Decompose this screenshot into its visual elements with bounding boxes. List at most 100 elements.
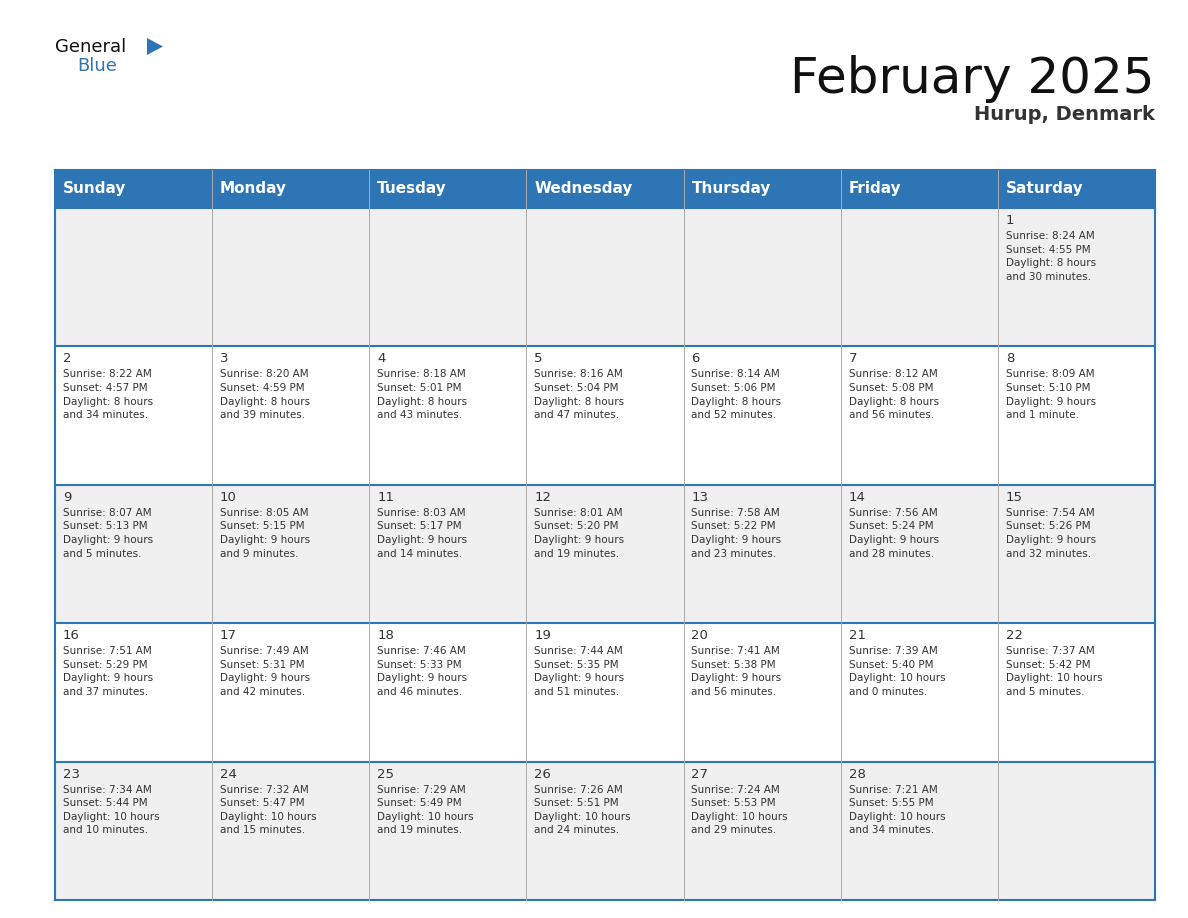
Text: Sunrise: 7:54 AM
Sunset: 5:26 PM
Daylight: 9 hours
and 32 minutes.: Sunrise: 7:54 AM Sunset: 5:26 PM Dayligh… — [1006, 508, 1095, 558]
Bar — [213, 623, 369, 762]
Bar — [369, 485, 526, 623]
Text: Sunrise: 7:49 AM
Sunset: 5:31 PM
Daylight: 9 hours
and 42 minutes.: Sunrise: 7:49 AM Sunset: 5:31 PM Dayligh… — [220, 646, 310, 697]
Text: 22: 22 — [1006, 629, 1023, 643]
Text: Sunrise: 7:37 AM
Sunset: 5:42 PM
Daylight: 10 hours
and 5 minutes.: Sunrise: 7:37 AM Sunset: 5:42 PM Dayligh… — [1006, 646, 1102, 697]
Text: Sunrise: 8:14 AM
Sunset: 5:06 PM
Daylight: 8 hours
and 52 minutes.: Sunrise: 8:14 AM Sunset: 5:06 PM Dayligh… — [691, 369, 782, 420]
Text: 4: 4 — [377, 353, 386, 365]
Text: Sunrise: 7:51 AM
Sunset: 5:29 PM
Daylight: 9 hours
and 37 minutes.: Sunrise: 7:51 AM Sunset: 5:29 PM Dayligh… — [63, 646, 153, 697]
Text: Sunrise: 7:46 AM
Sunset: 5:33 PM
Daylight: 9 hours
and 46 minutes.: Sunrise: 7:46 AM Sunset: 5:33 PM Dayligh… — [377, 646, 467, 697]
Bar — [369, 623, 526, 762]
Bar — [841, 170, 998, 208]
Text: Sunrise: 7:32 AM
Sunset: 5:47 PM
Daylight: 10 hours
and 15 minutes.: Sunrise: 7:32 AM Sunset: 5:47 PM Dayligh… — [220, 785, 317, 835]
Text: Thursday: Thursday — [691, 182, 771, 196]
Text: Sunrise: 8:22 AM
Sunset: 4:57 PM
Daylight: 8 hours
and 34 minutes.: Sunrise: 8:22 AM Sunset: 4:57 PM Dayligh… — [63, 369, 153, 420]
Text: Sunrise: 7:34 AM
Sunset: 5:44 PM
Daylight: 10 hours
and 10 minutes.: Sunrise: 7:34 AM Sunset: 5:44 PM Dayligh… — [63, 785, 159, 835]
Bar — [841, 762, 998, 900]
Text: 25: 25 — [377, 767, 394, 780]
Bar — [55, 170, 213, 208]
Bar — [998, 485, 1155, 623]
Bar — [213, 346, 369, 485]
Text: 12: 12 — [535, 491, 551, 504]
Text: Sunrise: 8:16 AM
Sunset: 5:04 PM
Daylight: 8 hours
and 47 minutes.: Sunrise: 8:16 AM Sunset: 5:04 PM Dayligh… — [535, 369, 625, 420]
Bar — [55, 623, 213, 762]
Text: Blue: Blue — [77, 57, 116, 75]
Bar — [841, 623, 998, 762]
Bar — [683, 623, 841, 762]
Text: 24: 24 — [220, 767, 236, 780]
Text: 23: 23 — [63, 767, 80, 780]
Text: Sunrise: 8:12 AM
Sunset: 5:08 PM
Daylight: 8 hours
and 56 minutes.: Sunrise: 8:12 AM Sunset: 5:08 PM Dayligh… — [848, 369, 939, 420]
Bar — [369, 208, 526, 346]
Text: 3: 3 — [220, 353, 228, 365]
Bar — [55, 485, 213, 623]
Text: Sunrise: 7:24 AM
Sunset: 5:53 PM
Daylight: 10 hours
and 29 minutes.: Sunrise: 7:24 AM Sunset: 5:53 PM Dayligh… — [691, 785, 788, 835]
Text: 19: 19 — [535, 629, 551, 643]
Bar — [369, 170, 526, 208]
Bar — [526, 208, 683, 346]
Text: Saturday: Saturday — [1006, 182, 1083, 196]
Bar — [998, 346, 1155, 485]
Bar — [526, 623, 683, 762]
Text: 6: 6 — [691, 353, 700, 365]
Bar — [213, 762, 369, 900]
Text: Sunrise: 7:58 AM
Sunset: 5:22 PM
Daylight: 9 hours
and 23 minutes.: Sunrise: 7:58 AM Sunset: 5:22 PM Dayligh… — [691, 508, 782, 558]
Bar — [998, 208, 1155, 346]
Text: 26: 26 — [535, 767, 551, 780]
Polygon shape — [147, 38, 163, 55]
Bar — [683, 208, 841, 346]
Text: 21: 21 — [848, 629, 866, 643]
Text: Sunrise: 7:29 AM
Sunset: 5:49 PM
Daylight: 10 hours
and 19 minutes.: Sunrise: 7:29 AM Sunset: 5:49 PM Dayligh… — [377, 785, 474, 835]
Text: Sunrise: 8:07 AM
Sunset: 5:13 PM
Daylight: 9 hours
and 5 minutes.: Sunrise: 8:07 AM Sunset: 5:13 PM Dayligh… — [63, 508, 153, 558]
Bar — [213, 208, 369, 346]
Bar — [526, 485, 683, 623]
Text: 10: 10 — [220, 491, 236, 504]
Text: 2: 2 — [63, 353, 71, 365]
Bar — [683, 762, 841, 900]
Text: Sunrise: 7:44 AM
Sunset: 5:35 PM
Daylight: 9 hours
and 51 minutes.: Sunrise: 7:44 AM Sunset: 5:35 PM Dayligh… — [535, 646, 625, 697]
Bar — [841, 346, 998, 485]
Text: 17: 17 — [220, 629, 236, 643]
Text: Sunrise: 8:01 AM
Sunset: 5:20 PM
Daylight: 9 hours
and 19 minutes.: Sunrise: 8:01 AM Sunset: 5:20 PM Dayligh… — [535, 508, 625, 558]
Text: 16: 16 — [63, 629, 80, 643]
Text: Monday: Monday — [220, 182, 287, 196]
Text: Sunrise: 8:03 AM
Sunset: 5:17 PM
Daylight: 9 hours
and 14 minutes.: Sunrise: 8:03 AM Sunset: 5:17 PM Dayligh… — [377, 508, 467, 558]
Text: 28: 28 — [848, 767, 865, 780]
Text: Sunrise: 8:18 AM
Sunset: 5:01 PM
Daylight: 8 hours
and 43 minutes.: Sunrise: 8:18 AM Sunset: 5:01 PM Dayligh… — [377, 369, 467, 420]
Text: Sunrise: 7:56 AM
Sunset: 5:24 PM
Daylight: 9 hours
and 28 minutes.: Sunrise: 7:56 AM Sunset: 5:24 PM Dayligh… — [848, 508, 939, 558]
Text: 13: 13 — [691, 491, 708, 504]
Text: Wednesday: Wednesday — [535, 182, 633, 196]
Bar — [526, 346, 683, 485]
Text: Sunrise: 7:26 AM
Sunset: 5:51 PM
Daylight: 10 hours
and 24 minutes.: Sunrise: 7:26 AM Sunset: 5:51 PM Dayligh… — [535, 785, 631, 835]
Bar — [213, 485, 369, 623]
Text: 20: 20 — [691, 629, 708, 643]
Bar — [369, 762, 526, 900]
Text: February 2025: February 2025 — [790, 55, 1155, 103]
Text: 9: 9 — [63, 491, 71, 504]
Text: Sunrise: 8:05 AM
Sunset: 5:15 PM
Daylight: 9 hours
and 9 minutes.: Sunrise: 8:05 AM Sunset: 5:15 PM Dayligh… — [220, 508, 310, 558]
Text: Sunrise: 8:20 AM
Sunset: 4:59 PM
Daylight: 8 hours
and 39 minutes.: Sunrise: 8:20 AM Sunset: 4:59 PM Dayligh… — [220, 369, 310, 420]
Bar — [998, 623, 1155, 762]
Text: 18: 18 — [377, 629, 394, 643]
Bar — [683, 346, 841, 485]
Bar — [526, 170, 683, 208]
Bar — [369, 346, 526, 485]
Bar — [998, 170, 1155, 208]
Text: 7: 7 — [848, 353, 857, 365]
Bar — [526, 762, 683, 900]
Bar — [55, 208, 213, 346]
Text: Sunrise: 7:39 AM
Sunset: 5:40 PM
Daylight: 10 hours
and 0 minutes.: Sunrise: 7:39 AM Sunset: 5:40 PM Dayligh… — [848, 646, 946, 697]
Bar — [213, 170, 369, 208]
Text: 15: 15 — [1006, 491, 1023, 504]
Text: Friday: Friday — [848, 182, 902, 196]
Bar — [55, 346, 213, 485]
Bar — [683, 170, 841, 208]
Text: Sunrise: 8:09 AM
Sunset: 5:10 PM
Daylight: 9 hours
and 1 minute.: Sunrise: 8:09 AM Sunset: 5:10 PM Dayligh… — [1006, 369, 1095, 420]
Bar — [998, 762, 1155, 900]
Text: Hurup, Denmark: Hurup, Denmark — [974, 105, 1155, 124]
Bar — [841, 485, 998, 623]
Text: Sunday: Sunday — [63, 182, 126, 196]
Text: 8: 8 — [1006, 353, 1015, 365]
Text: 1: 1 — [1006, 214, 1015, 227]
Text: Sunrise: 8:24 AM
Sunset: 4:55 PM
Daylight: 8 hours
and 30 minutes.: Sunrise: 8:24 AM Sunset: 4:55 PM Dayligh… — [1006, 231, 1095, 282]
Text: 14: 14 — [848, 491, 865, 504]
